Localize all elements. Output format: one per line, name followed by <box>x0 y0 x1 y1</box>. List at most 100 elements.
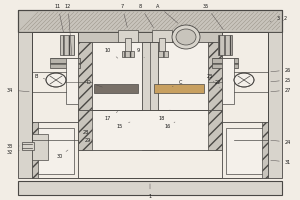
FancyArrowPatch shape <box>240 12 258 30</box>
Text: A: A <box>156 3 178 23</box>
Bar <box>36 128 74 174</box>
FancyArrowPatch shape <box>260 12 278 30</box>
Text: 1: 1 <box>148 184 152 200</box>
FancyArrowPatch shape <box>208 12 226 30</box>
Bar <box>60 35 74 55</box>
FancyArrowPatch shape <box>192 12 210 30</box>
FancyArrowPatch shape <box>160 12 178 30</box>
FancyArrowPatch shape <box>236 12 254 30</box>
FancyArrowPatch shape <box>80 12 98 30</box>
Bar <box>142 42 158 150</box>
FancyArrowPatch shape <box>216 12 234 30</box>
FancyArrowPatch shape <box>188 12 206 30</box>
FancyArrowPatch shape <box>176 12 194 30</box>
Text: 32: 32 <box>7 150 19 154</box>
Bar <box>50 58 80 68</box>
Bar <box>32 122 38 178</box>
FancyArrowPatch shape <box>132 12 150 30</box>
Bar <box>222 58 234 104</box>
Bar <box>18 181 282 195</box>
Text: 3: 3 <box>270 16 280 22</box>
FancyArrowPatch shape <box>168 12 186 30</box>
Text: 23: 23 <box>207 73 214 82</box>
FancyArrowPatch shape <box>116 12 134 30</box>
Bar <box>118 30 138 42</box>
FancyArrowPatch shape <box>76 12 94 30</box>
FancyArrowPatch shape <box>84 12 102 30</box>
Ellipse shape <box>176 29 196 45</box>
FancyArrowPatch shape <box>224 12 242 30</box>
Bar <box>78 32 222 42</box>
FancyArrowPatch shape <box>180 12 198 30</box>
Bar <box>156 51 168 57</box>
Bar <box>125 38 131 52</box>
FancyArrowPatch shape <box>60 12 78 30</box>
FancyArrowPatch shape <box>228 12 246 30</box>
Bar <box>92 42 208 110</box>
Bar <box>268 32 282 178</box>
Text: 17: 17 <box>105 112 118 120</box>
Text: 29: 29 <box>85 138 92 142</box>
FancyArrowPatch shape <box>244 12 262 30</box>
Bar <box>226 128 264 174</box>
FancyArrowPatch shape <box>164 12 182 30</box>
FancyArrowPatch shape <box>256 12 274 30</box>
FancyArrowPatch shape <box>32 12 50 30</box>
FancyArrowPatch shape <box>156 12 174 30</box>
Bar <box>262 122 268 178</box>
Text: 31: 31 <box>271 160 291 164</box>
FancyArrowPatch shape <box>20 12 38 30</box>
FancyArrowPatch shape <box>124 12 142 30</box>
Bar <box>18 10 282 32</box>
FancyArrowPatch shape <box>252 12 270 30</box>
FancyArrowPatch shape <box>268 18 280 30</box>
FancyArrowPatch shape <box>72 12 90 30</box>
FancyArrowPatch shape <box>52 12 70 30</box>
FancyArrowPatch shape <box>136 12 154 30</box>
Bar <box>66 58 78 104</box>
FancyArrowPatch shape <box>96 12 114 30</box>
Text: 10: 10 <box>105 47 118 58</box>
Text: 33: 33 <box>7 144 19 148</box>
FancyArrowPatch shape <box>120 12 138 30</box>
Text: B: B <box>34 73 45 79</box>
Bar <box>18 10 282 32</box>
FancyArrowPatch shape <box>68 12 86 30</box>
Bar <box>78 110 222 150</box>
Text: 15: 15 <box>117 122 130 129</box>
Text: 35: 35 <box>203 3 224 30</box>
Bar <box>222 122 268 178</box>
Bar <box>212 58 238 68</box>
Text: 25: 25 <box>271 77 291 82</box>
Text: 7: 7 <box>120 3 127 27</box>
Bar <box>208 32 222 110</box>
FancyArrowPatch shape <box>140 12 158 30</box>
Bar <box>94 84 138 93</box>
FancyArrowPatch shape <box>24 12 42 30</box>
FancyArrowPatch shape <box>172 12 190 30</box>
FancyArrowPatch shape <box>272 22 280 30</box>
Bar <box>32 32 268 178</box>
Text: 9: 9 <box>136 47 144 58</box>
Text: 30: 30 <box>57 150 68 158</box>
FancyArrowPatch shape <box>92 12 110 30</box>
FancyArrowPatch shape <box>204 12 222 30</box>
FancyArrowPatch shape <box>88 12 106 30</box>
Text: D: D <box>86 79 102 87</box>
Text: 34: 34 <box>7 88 29 92</box>
Text: 28: 28 <box>83 128 92 134</box>
Bar <box>78 32 92 110</box>
FancyArrowPatch shape <box>128 12 146 30</box>
FancyArrowPatch shape <box>144 12 162 30</box>
Text: 16: 16 <box>165 122 175 129</box>
FancyArrowPatch shape <box>44 12 62 30</box>
FancyArrowPatch shape <box>56 12 74 30</box>
Bar <box>32 134 48 160</box>
FancyArrowPatch shape <box>104 12 122 30</box>
Text: 27: 27 <box>271 88 291 92</box>
Bar <box>122 51 134 57</box>
FancyArrowPatch shape <box>64 12 82 30</box>
Text: 11: 11 <box>55 3 63 32</box>
Bar <box>32 122 78 178</box>
FancyArrowPatch shape <box>220 12 238 30</box>
